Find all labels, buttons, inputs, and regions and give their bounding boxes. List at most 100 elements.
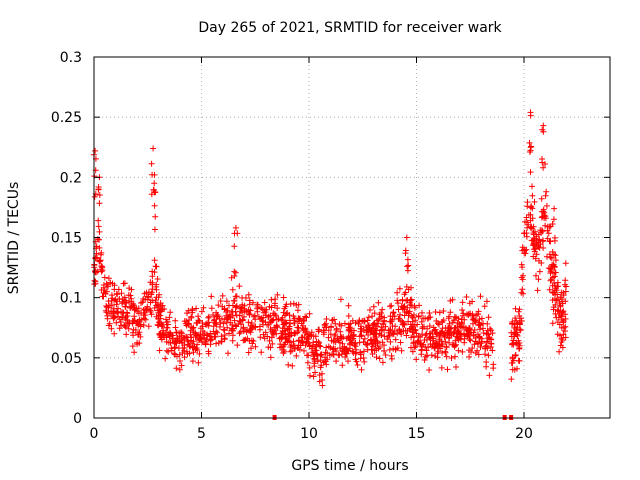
data-point <box>254 301 261 308</box>
data-point <box>130 332 137 339</box>
data-point <box>559 309 566 316</box>
data-point <box>395 316 402 322</box>
data-point <box>152 299 159 306</box>
data-point <box>206 313 212 320</box>
data-point <box>404 328 411 334</box>
data-point <box>423 347 430 354</box>
data-point <box>157 334 164 341</box>
data-point <box>346 345 353 352</box>
data-point <box>457 336 464 343</box>
data-point <box>97 257 104 264</box>
data-point <box>548 265 555 271</box>
data-point <box>181 318 188 325</box>
data-point <box>302 325 309 332</box>
data-point <box>173 329 180 336</box>
data-point <box>552 301 559 308</box>
data-point <box>517 315 524 322</box>
data-point <box>447 297 454 304</box>
data-point <box>386 346 393 353</box>
data-point <box>245 291 252 298</box>
data-point <box>252 323 259 330</box>
data-point <box>372 327 379 334</box>
data-point <box>452 353 458 360</box>
data-point <box>437 332 444 339</box>
data-point <box>471 317 478 324</box>
x-tick-label: 0 <box>90 426 99 442</box>
data-point <box>308 332 315 339</box>
data-point <box>223 309 230 315</box>
data-point <box>137 321 144 328</box>
data-point <box>552 252 559 259</box>
data-point <box>549 320 556 327</box>
data-point <box>167 309 174 316</box>
data-point <box>121 323 128 329</box>
data-point <box>305 332 311 338</box>
data-point <box>374 317 380 324</box>
data-point <box>361 335 368 342</box>
data-point <box>339 362 346 369</box>
data-point <box>215 302 222 309</box>
data-point <box>459 307 466 313</box>
data-point <box>531 235 538 242</box>
data-point <box>339 348 346 355</box>
data-point <box>167 330 174 337</box>
data-point <box>395 300 401 307</box>
data-point <box>408 284 414 291</box>
data-point <box>377 344 383 350</box>
data-point <box>293 302 300 308</box>
data-point <box>258 305 265 311</box>
data-point <box>188 334 195 341</box>
data-point <box>323 324 330 331</box>
x-axis-label: GPS time / hours <box>291 458 408 474</box>
data-point <box>369 351 376 357</box>
data-point <box>293 352 300 359</box>
data-point <box>317 357 324 364</box>
data-point <box>549 248 556 255</box>
data-point <box>281 341 288 348</box>
data-point <box>164 324 171 331</box>
data-point <box>406 308 413 315</box>
data-point <box>427 314 434 321</box>
data-point <box>365 314 372 321</box>
data-point <box>291 329 298 336</box>
data-point <box>231 317 238 324</box>
data-point <box>95 184 102 190</box>
data-point <box>145 323 152 330</box>
data-point <box>508 360 515 366</box>
data-point <box>465 328 472 335</box>
data-point <box>557 332 563 339</box>
data-point <box>131 313 138 320</box>
data-point <box>425 314 432 321</box>
data-point <box>442 349 449 356</box>
data-point <box>312 347 319 354</box>
data-point <box>404 267 411 274</box>
data-point <box>170 335 177 342</box>
data-point <box>246 311 253 318</box>
data-point <box>554 319 561 326</box>
data-point <box>197 335 204 342</box>
data-point <box>210 323 217 330</box>
data-point <box>202 341 209 348</box>
data-point <box>461 330 467 337</box>
data-point <box>195 359 202 366</box>
data-point <box>548 255 555 262</box>
data-point <box>440 308 447 314</box>
data-point <box>208 334 215 341</box>
data-point <box>397 339 404 346</box>
data-point <box>259 306 266 313</box>
data-point <box>476 339 483 346</box>
data-point <box>537 227 544 234</box>
data-point <box>410 340 417 347</box>
data-point <box>164 318 171 325</box>
data-point <box>96 258 103 265</box>
data-point <box>349 317 356 324</box>
data-point <box>394 289 401 296</box>
data-point <box>231 243 238 250</box>
data-point <box>333 358 340 365</box>
data-point <box>409 326 416 333</box>
data-point <box>290 313 297 320</box>
data-point <box>389 313 396 320</box>
data-point <box>151 257 158 264</box>
data-point <box>294 324 301 331</box>
data-point <box>484 338 491 345</box>
